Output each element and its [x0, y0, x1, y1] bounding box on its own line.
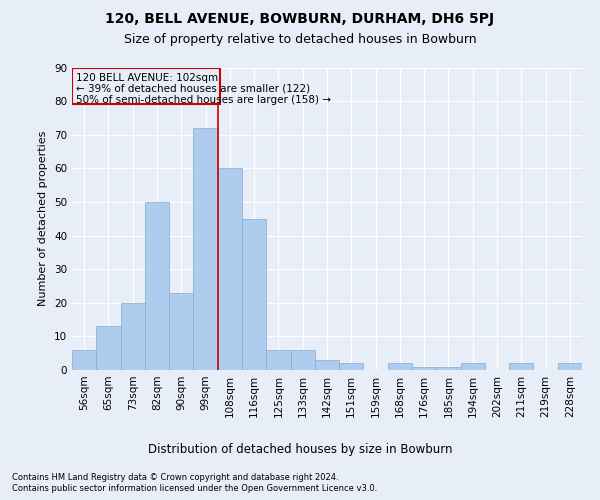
Bar: [509, 364, 533, 370]
Bar: [193, 128, 218, 370]
Text: 120 BELL AVENUE: 102sqm: 120 BELL AVENUE: 102sqm: [76, 72, 218, 83]
Y-axis label: Number of detached properties: Number of detached properties: [38, 131, 49, 306]
Bar: [558, 364, 582, 370]
Text: 50% of semi-detached houses are larger (158) →: 50% of semi-detached houses are larger (…: [76, 95, 331, 105]
Bar: [169, 292, 193, 370]
Bar: [72, 350, 96, 370]
Text: ← 39% of detached houses are smaller (122): ← 39% of detached houses are smaller (12…: [76, 84, 310, 94]
Bar: [96, 326, 121, 370]
Text: 120, BELL AVENUE, BOWBURN, DURHAM, DH6 5PJ: 120, BELL AVENUE, BOWBURN, DURHAM, DH6 5…: [106, 12, 494, 26]
Text: Distribution of detached houses by size in Bowburn: Distribution of detached houses by size …: [148, 442, 452, 456]
Bar: [242, 219, 266, 370]
Bar: [461, 364, 485, 370]
Bar: [290, 350, 315, 370]
Bar: [145, 202, 169, 370]
Bar: [72, 68, 220, 104]
Bar: [436, 366, 461, 370]
Bar: [218, 168, 242, 370]
Bar: [388, 364, 412, 370]
Text: Size of property relative to detached houses in Bowburn: Size of property relative to detached ho…: [124, 32, 476, 46]
Text: Contains HM Land Registry data © Crown copyright and database right 2024.: Contains HM Land Registry data © Crown c…: [12, 472, 338, 482]
Bar: [315, 360, 339, 370]
Text: Contains public sector information licensed under the Open Government Licence v3: Contains public sector information licen…: [12, 484, 377, 493]
Bar: [339, 364, 364, 370]
Bar: [121, 303, 145, 370]
Bar: [412, 366, 436, 370]
Bar: [266, 350, 290, 370]
